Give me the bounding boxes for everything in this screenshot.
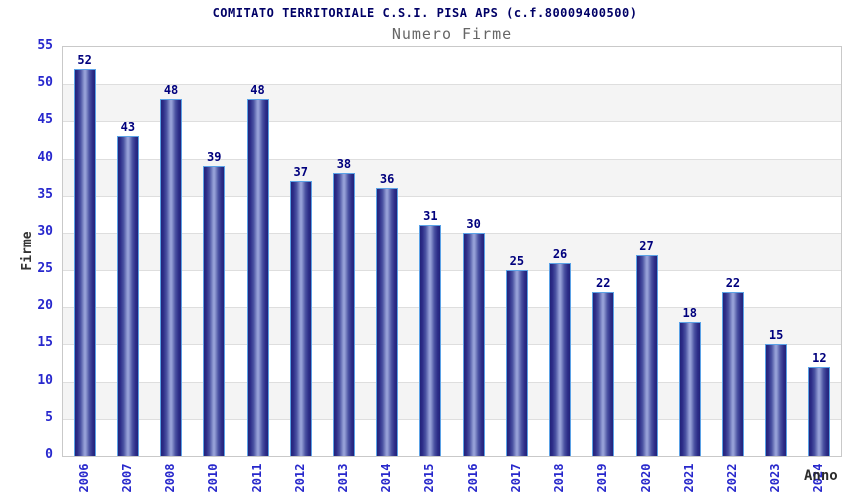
bar-2024: [808, 366, 831, 456]
gridline: [63, 195, 841, 197]
gridline: [63, 418, 841, 420]
bar-2008: [160, 99, 183, 456]
gridline: [63, 84, 841, 86]
background-band: [63, 232, 841, 271]
x-tick-label: 2020: [638, 463, 653, 493]
bar-value-label: 15: [768, 328, 784, 343]
x-tick-label: 2012: [292, 463, 307, 493]
background-band: [63, 307, 841, 345]
bar-2017: [505, 270, 528, 456]
x-tick-label: 2015: [422, 463, 437, 493]
bar-value-label: 48: [250, 83, 265, 98]
x-tick-label: 2006: [76, 463, 91, 493]
gridline: [63, 232, 841, 234]
y-tick-label: 0: [45, 447, 53, 462]
bar-2015: [419, 225, 442, 456]
x-tick-label: 2021: [681, 463, 696, 493]
gridline: [63, 307, 841, 309]
bar-2013: [332, 173, 355, 456]
x-tick-label: 2013: [335, 463, 350, 493]
background-band: [63, 158, 841, 196]
gridline: [63, 121, 841, 123]
x-tick-label: 2018: [552, 463, 567, 493]
bar-value-label: 22: [596, 276, 611, 291]
bar-2011: [246, 99, 269, 456]
background-band: [63, 418, 841, 456]
x-tick-label: 2010: [206, 463, 221, 493]
bar-2010: [203, 165, 226, 456]
bar-value-label: 43: [120, 120, 136, 135]
plot-area: 52 43 48 39 48 37 38 36 31 30 25 26 22 27 18 22 15 12: [62, 46, 842, 457]
bar-value-label: 27: [639, 239, 654, 254]
y-tick-label: 40: [37, 149, 53, 165]
bar-value-label: 31: [423, 209, 438, 224]
bar-2006: [73, 69, 96, 456]
bar-value-label: 18: [682, 306, 697, 321]
background-band: [63, 381, 841, 419]
x-tick-label: 2016: [465, 463, 480, 493]
y-tick-label: 30: [37, 223, 53, 239]
x-tick-label: 2023: [768, 463, 783, 493]
y-tick-label: 35: [37, 186, 53, 202]
background-band: [63, 195, 841, 233]
y-tick-label: 25: [37, 261, 53, 277]
bar-value-label: 48: [163, 83, 179, 98]
x-tick-label: 2019: [595, 463, 610, 493]
y-tick-label: 50: [37, 75, 53, 91]
background-band: [63, 47, 841, 85]
y-tick-label: 20: [37, 298, 53, 314]
bar-2012: [289, 180, 312, 456]
gridline: [63, 344, 841, 346]
bar-2019: [592, 292, 615, 456]
x-tick-label: 2014: [379, 463, 394, 493]
bar-value-label: 22: [725, 276, 741, 291]
x-tick-label: 2022: [724, 463, 739, 493]
x-tick-label: 2011: [249, 463, 264, 493]
chart-subtitle: Numero Firme: [391, 25, 513, 43]
bar-value-label: 39: [207, 149, 222, 164]
y-axis-title: Firme: [20, 230, 35, 271]
bar-value-label: 30: [466, 216, 481, 231]
bar-value-label: 37: [293, 164, 308, 179]
bar-value-label: 52: [77, 53, 92, 68]
background-band: [63, 121, 841, 159]
y-tick-label: 10: [37, 372, 53, 388]
x-tick-label: 2017: [508, 463, 523, 493]
bar-2022: [721, 292, 744, 456]
y-tick-label: 15: [37, 335, 53, 351]
bar-value-label: 12: [812, 350, 827, 365]
gridline: [63, 381, 841, 383]
gridline: [63, 158, 841, 160]
y-tick-label: 5: [45, 409, 53, 425]
x-axis-title: Anno: [804, 468, 838, 484]
chart-title: COMITATO TERRITORIALE C.S.I. PISA APS (c…: [212, 6, 638, 20]
bar-2018: [549, 262, 572, 456]
x-tick-label: 2007: [119, 463, 134, 493]
background-band: [63, 270, 841, 308]
y-tick-label: 45: [37, 112, 53, 128]
bar-2023: [765, 344, 788, 456]
bar-2016: [462, 232, 485, 456]
y-tick-label: 55: [37, 38, 53, 53]
bar-2020: [635, 255, 658, 456]
bar-2014: [376, 188, 399, 456]
bar-value-label: 26: [552, 246, 568, 261]
bar-value-label: 38: [336, 157, 352, 172]
background-band: [63, 84, 841, 122]
gridline: [63, 270, 841, 272]
background-band: [63, 344, 841, 382]
bar-value-label: 25: [509, 254, 525, 269]
bar-2021: [678, 322, 701, 456]
x-tick-label: 2008: [163, 463, 178, 493]
bar-value-label: 36: [379, 172, 395, 187]
bar-2007: [116, 136, 139, 456]
